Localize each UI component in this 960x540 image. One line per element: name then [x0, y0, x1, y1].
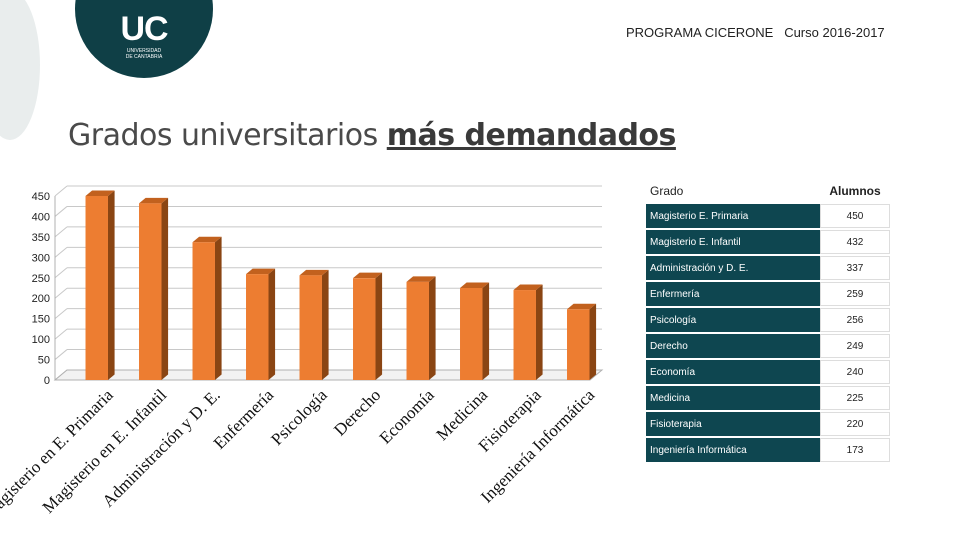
y-tick-label: 200: [32, 293, 50, 305]
table-cell-alumnos: 220: [820, 412, 890, 436]
bar-side: [375, 272, 383, 380]
table-row: Psicología 256: [646, 308, 890, 332]
y-tick-label: 300: [32, 252, 50, 264]
table-row: Fisioterapia 220: [646, 412, 890, 436]
bar-top: [353, 272, 383, 279]
grid-diagonal: [54, 308, 68, 320]
bar-top: [139, 197, 169, 204]
bar-top: [406, 276, 436, 282]
table-row: Enfermería 259: [646, 282, 890, 306]
grid-diagonal: [54, 226, 68, 238]
grid-diagonal: [54, 267, 68, 279]
y-tick-label: 100: [32, 334, 50, 346]
bar: [246, 274, 269, 380]
university-logo: UC UNIVERSIDAD DE CANTABRIA: [75, 0, 213, 78]
table-cell-alumnos: 450: [820, 204, 890, 228]
bar: [460, 288, 483, 380]
program-header: PROGRAMA CICERONE Curso 2016-2017: [626, 25, 885, 40]
table-cell-alumnos: 432: [820, 230, 890, 254]
table-cell-grado: Derecho: [646, 334, 820, 358]
x-category-label: Derecho: [330, 385, 384, 439]
decorative-arc: [0, 0, 40, 140]
grid-diagonal: [54, 246, 68, 258]
logo-subtitle-line2: DE CANTABRIA: [125, 54, 163, 60]
table-cell-alumnos: 259: [820, 282, 890, 306]
bar-side: [428, 276, 436, 380]
bar-side: [214, 236, 222, 380]
table-cell-grado: Fisioterapia: [646, 412, 820, 436]
grid-diagonal: [54, 206, 68, 217]
title-bold: más demandados: [386, 118, 677, 153]
table-cell-grado: Administración y D. E.: [646, 256, 820, 280]
bar-top: [460, 282, 490, 288]
table-cell-grado: Magisterio E. Infantil: [646, 230, 820, 254]
table-body: Magisterio E. Primaria 450 Magisterio E. I…: [646, 204, 890, 462]
bar-top: [192, 236, 222, 243]
table-header-row: Grado Alumnos: [646, 180, 890, 202]
y-tick-label: 50: [38, 355, 50, 367]
bar-side: [107, 190, 115, 380]
table-row: Economía 240: [646, 360, 890, 384]
table-cell-grado: Economía: [646, 360, 820, 384]
y-tick-label: 150: [32, 314, 50, 326]
data-table: Grado Alumnos Magisterio E. Primaria 450 M…: [646, 178, 890, 464]
column-header-grado: Grado: [646, 180, 820, 202]
grid-diagonal: [54, 185, 68, 197]
bar: [513, 290, 536, 380]
bar-side: [589, 303, 597, 380]
y-tick-label: 0: [44, 375, 50, 387]
grid-diagonal: [54, 328, 68, 340]
table-cell-grado: Medicina: [646, 386, 820, 410]
bar-side: [161, 197, 169, 380]
x-category-label: Economía: [376, 385, 438, 447]
table-cell-grado: Psicología: [646, 308, 820, 332]
bar-side: [482, 282, 490, 380]
bar: [567, 309, 590, 380]
table-cell-grado: Ingeniería Informática: [646, 438, 820, 462]
bar-side: [268, 268, 276, 380]
bar: [406, 281, 429, 380]
y-tick-label: 350: [32, 232, 50, 244]
table-cell-alumnos: 337: [820, 256, 890, 280]
y-tick-label: 250: [32, 273, 50, 285]
bar-top: [513, 284, 543, 291]
logo-mark: UC: [120, 10, 168, 48]
table-cell-grado: Enfermería: [646, 282, 820, 306]
bar-top: [246, 268, 276, 275]
table-cell-alumnos: 173: [820, 438, 890, 462]
bar: [353, 278, 376, 380]
page-title: Grados universitarios más demandados: [68, 118, 676, 153]
title-plain: Grados universitarios: [68, 118, 387, 153]
table-row: Administración y D. E. 337: [646, 256, 890, 280]
bar-side: [321, 269, 329, 380]
bar-top: [299, 269, 329, 276]
table-row: Derecho 249: [646, 334, 890, 358]
table-row: Magisterio E. Primaria 450: [646, 204, 890, 228]
bar-side: [535, 284, 543, 380]
logo-subtitle: UNIVERSIDAD DE CANTABRIA: [75, 48, 213, 60]
x-category-label: Psicología: [267, 385, 331, 449]
y-tick-label: 400: [32, 211, 50, 223]
table-cell-alumnos: 249: [820, 334, 890, 358]
table-cell-alumnos: 256: [820, 308, 890, 332]
bar-top: [85, 190, 115, 196]
table-cell-alumnos: 225: [820, 386, 890, 410]
table-row: Ingeniería Informática 173: [646, 438, 890, 462]
bar-top: [567, 303, 597, 310]
grid-diagonal: [54, 349, 68, 360]
table-row: Magisterio E. Infantil 432: [646, 230, 890, 254]
bar: [299, 275, 322, 380]
table-cell-grado: Magisterio E. Primaria: [646, 204, 820, 228]
bar: [192, 242, 215, 380]
table-cell-alumnos: 240: [820, 360, 890, 384]
y-tick-label: 450: [32, 191, 50, 203]
table-row: Medicina 225: [646, 386, 890, 410]
column-header-alumnos: Alumnos: [820, 180, 890, 202]
grid-diagonal: [54, 287, 68, 299]
bar: [85, 196, 108, 380]
bar: [139, 203, 162, 380]
logo-subtitle-line1: UNIVERSIDAD: [126, 48, 162, 54]
